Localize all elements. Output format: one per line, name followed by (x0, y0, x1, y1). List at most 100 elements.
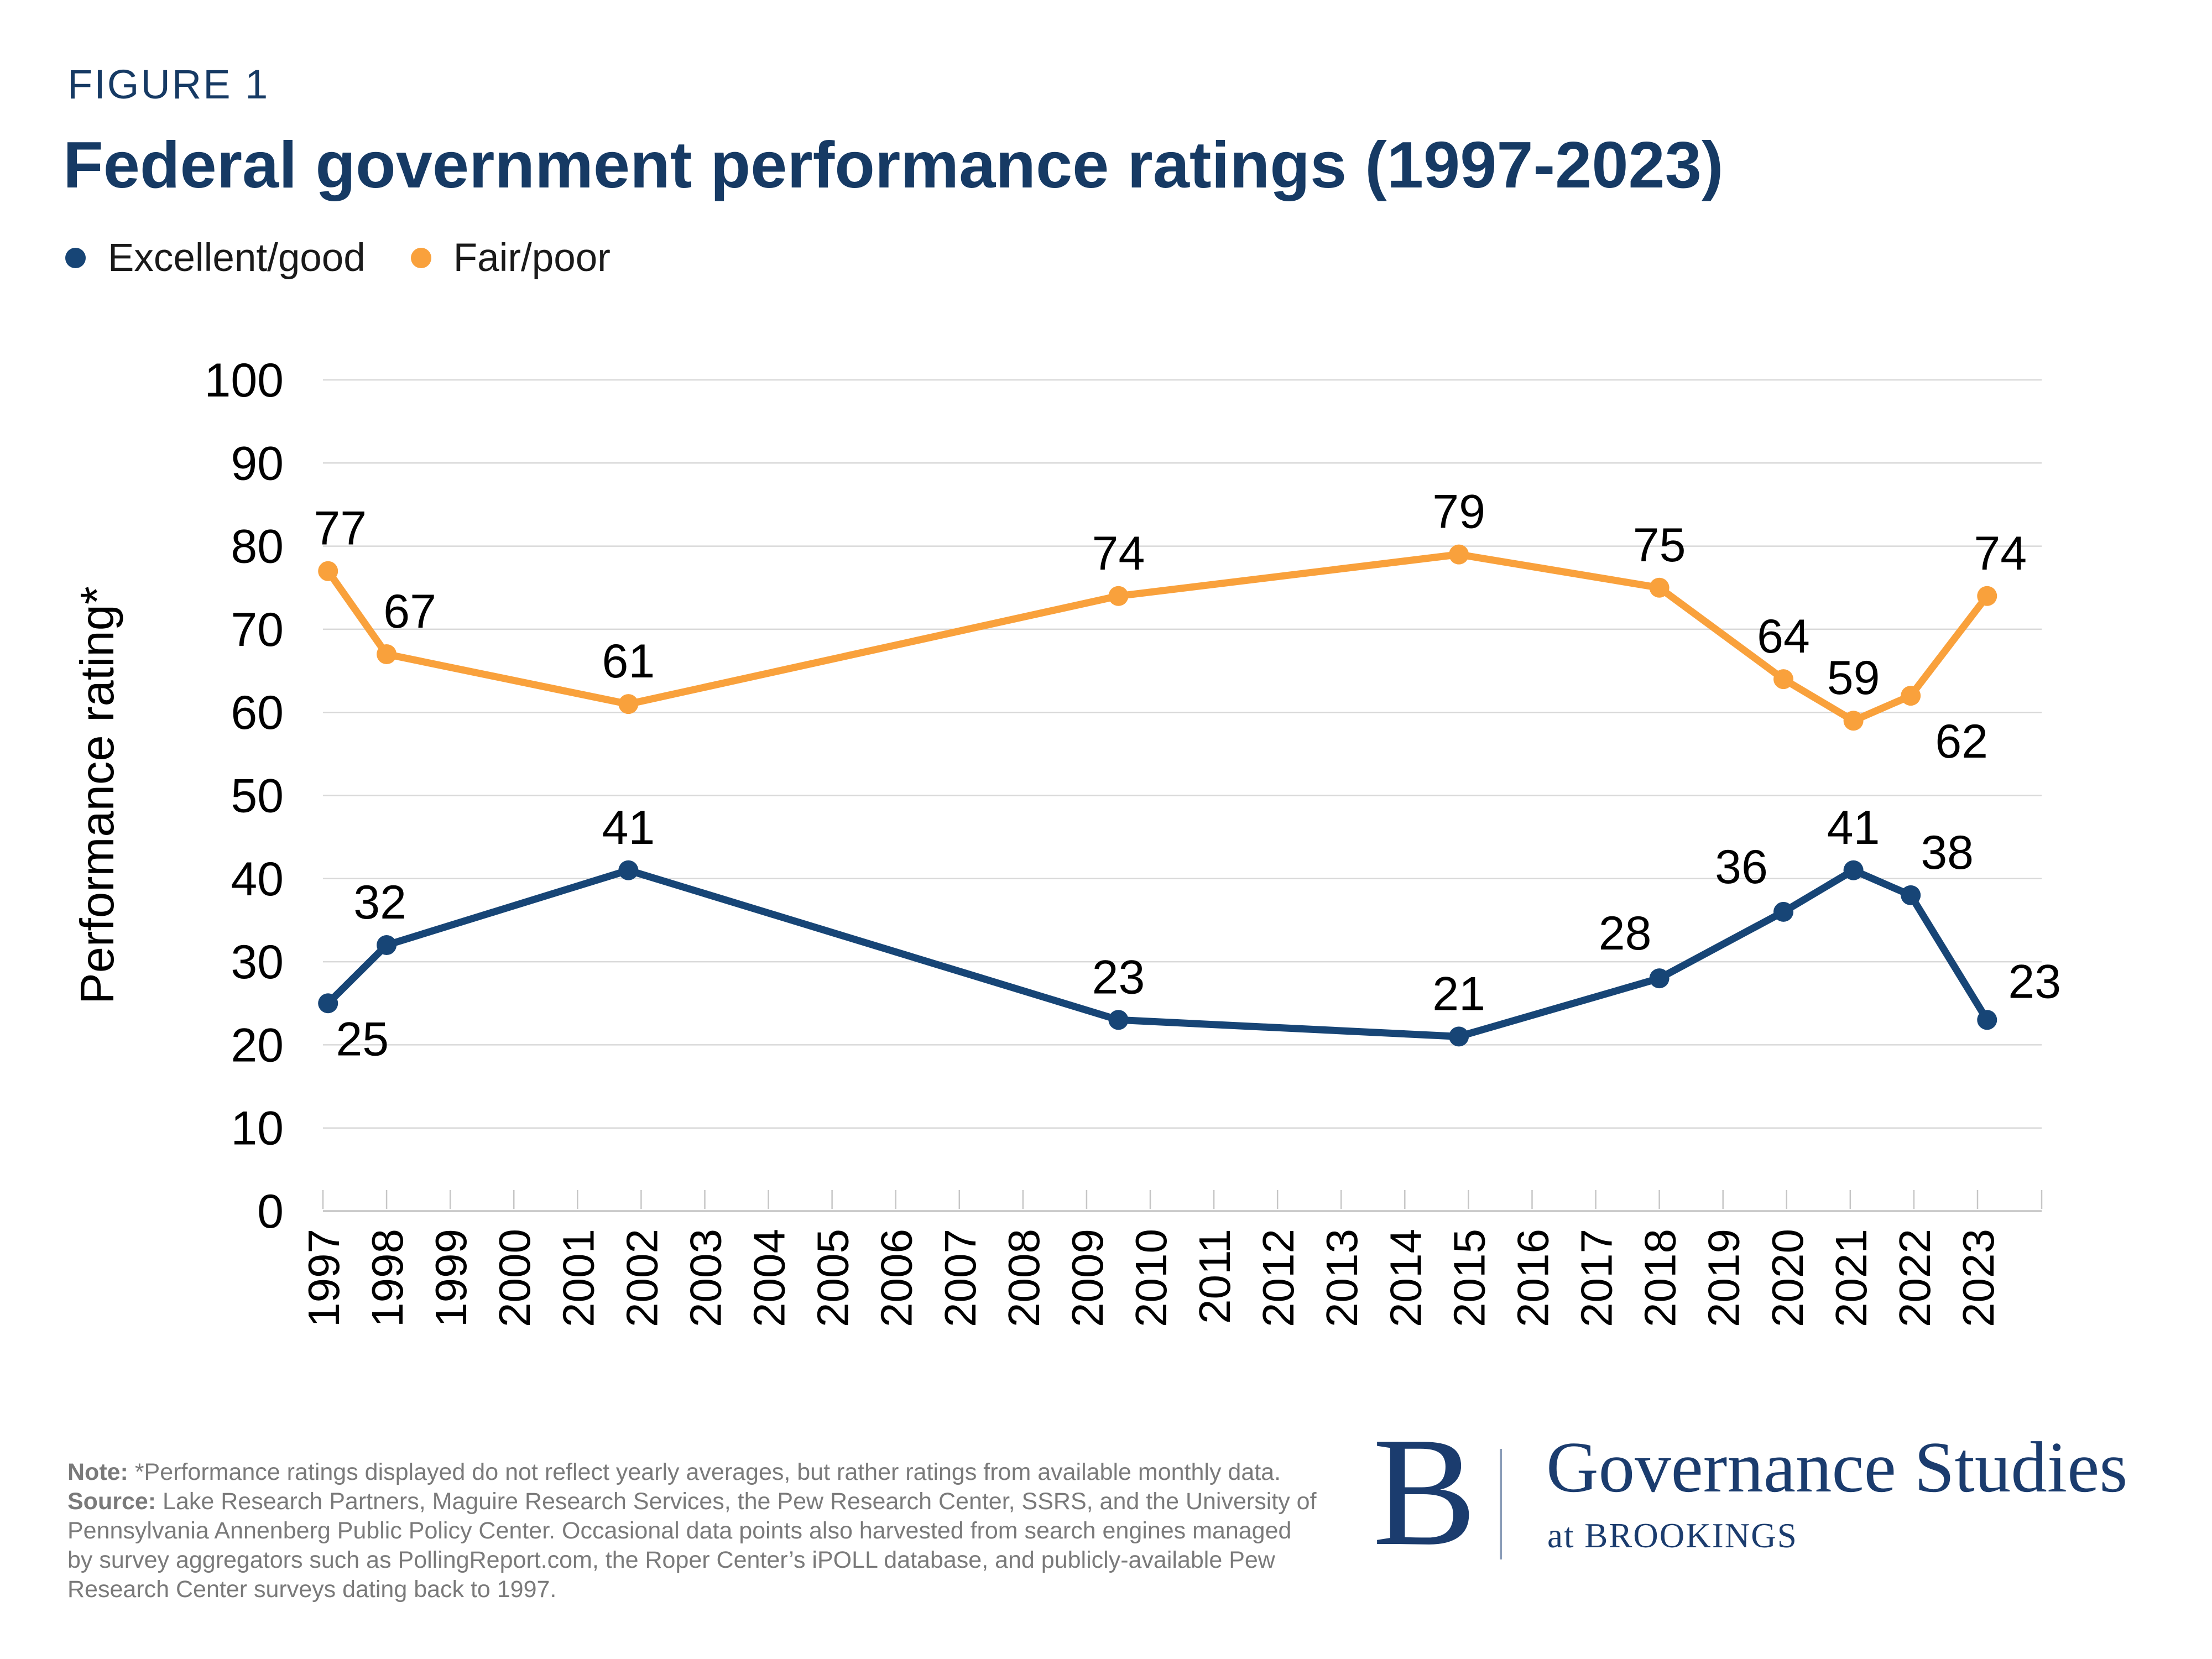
x-tick-label: 2021 (1827, 1229, 1876, 1327)
series-line-excellent-good (324, 867, 1991, 1040)
x-tick-label: 2011 (1190, 1229, 1239, 1324)
data-point-marker (618, 694, 639, 714)
y-tick-label: 50 (231, 770, 284, 823)
note-line: Note: *Performance ratings displayed do … (67, 1458, 1317, 1487)
data-point-label: 79 (1432, 486, 1485, 539)
data-point-marker (1649, 968, 1670, 989)
y-tick-label: 40 (231, 853, 284, 906)
data-point-marker (1649, 577, 1670, 598)
legend-dot-icon (65, 248, 86, 268)
data-point-label: 36 (1715, 841, 1768, 894)
y-tick-label: 20 (231, 1019, 284, 1072)
y-tick-label: 30 (231, 936, 284, 989)
figure-label: FIGURE 1 (67, 61, 270, 107)
note-text: Research Center surveys dating back to 1… (67, 1576, 557, 1603)
legend-label: Fair/poor (453, 236, 611, 280)
note-line: by survey aggregators such as PollingRep… (67, 1546, 1317, 1575)
data-point-marker (1977, 586, 1997, 606)
data-point-marker (1901, 686, 1921, 706)
legend-dot-icon (410, 248, 431, 268)
x-tick-label: 2003 (681, 1229, 730, 1327)
data-point-marker (1773, 901, 1794, 922)
chart-legend: Excellent/good Fair/poor (65, 236, 611, 280)
data-point-label: 32 (353, 876, 406, 929)
data-point-label: 75 (1633, 519, 1686, 572)
y-tick-label: 10 (231, 1102, 284, 1155)
source-label: Source: (67, 1488, 156, 1515)
legend-item-fair-poor: Fair/poor (410, 236, 611, 280)
data-point-label: 74 (1974, 527, 2027, 580)
legend-label: Excellent/good (108, 236, 366, 280)
y-tick-label: 90 (231, 437, 284, 490)
x-tick-label: 2019 (1699, 1229, 1749, 1327)
data-point-label: 74 (1092, 527, 1145, 580)
x-tick-label: 2006 (872, 1229, 921, 1327)
x-tick-label: 2016 (1508, 1229, 1557, 1327)
x-tick-label: 2004 (745, 1229, 794, 1327)
x-tick-label: 2018 (1636, 1229, 1685, 1327)
note-text: Pennsylvania Annenberg Public Policy Cen… (67, 1517, 1292, 1544)
data-point-marker (1449, 544, 1469, 565)
data-point-label: 64 (1757, 610, 1810, 663)
data-point-marker (618, 860, 639, 880)
y-tick-label: 80 (231, 520, 284, 573)
data-point-label: 28 (1599, 907, 1652, 960)
data-point-marker (377, 644, 397, 664)
data-point-marker (1843, 711, 1864, 731)
page-title: Federal government performance ratings (… (63, 128, 1724, 202)
x-tick-label: 1997 (299, 1229, 348, 1327)
x-tick-label: 2017 (1572, 1229, 1621, 1327)
data-point-label: 67 (383, 585, 436, 638)
data-point-label: 21 (1432, 967, 1485, 1020)
brookings-monogram-icon: B (1373, 1405, 1477, 1578)
data-point-marker (1977, 1010, 1997, 1030)
x-tick-label: 2013 (1317, 1229, 1366, 1327)
data-point-label: 41 (1827, 801, 1880, 854)
y-tick-label: 70 (231, 603, 284, 656)
note-line: Research Center surveys dating back to 1… (67, 1575, 1317, 1604)
data-point-marker (1108, 586, 1129, 606)
note-line: Pennsylvania Annenberg Public Policy Cen… (67, 1516, 1317, 1546)
logo-org-subtitle: at BROOKINGS (1547, 1516, 1798, 1555)
data-point-marker (377, 935, 397, 956)
x-tick-label: 1998 (363, 1229, 412, 1327)
data-point-marker (1843, 860, 1864, 880)
data-point-label: 23 (1092, 951, 1145, 1004)
data-point-label: 61 (602, 635, 655, 688)
x-tick-label: 2000 (490, 1229, 539, 1327)
x-tick-label: 2008 (999, 1229, 1048, 1327)
note-label: Note: (67, 1459, 128, 1485)
y-tick-label: 0 (257, 1185, 284, 1238)
data-point-marker (1901, 885, 1921, 905)
data-point-label: 25 (336, 1013, 389, 1066)
data-point-marker (318, 561, 338, 581)
series-line-fair-poor (324, 551, 1991, 724)
y-tick-label: 60 (231, 686, 284, 739)
x-tick-label: 2001 (554, 1229, 603, 1327)
x-tick-label: 2015 (1444, 1229, 1494, 1327)
x-tick-label: 2012 (1254, 1229, 1303, 1327)
x-tick-label: 2009 (1063, 1229, 1112, 1327)
x-tick-label: 2007 (936, 1229, 985, 1327)
note-line: Source: Lake Research Partners, Maguire … (67, 1487, 1317, 1516)
y-axis-title: Performance rating* (71, 586, 124, 1004)
x-tick-label: 2022 (1890, 1229, 1939, 1327)
legend-item-excellent-good: Excellent/good (65, 236, 366, 280)
x-tick-label: 2002 (617, 1229, 666, 1327)
data-point-marker (1108, 1010, 1129, 1030)
data-point-marker (1449, 1026, 1469, 1047)
x-tick-label: 2020 (1763, 1229, 1812, 1327)
data-point-label: 62 (1935, 715, 1988, 768)
x-tick-label: 2014 (1381, 1229, 1430, 1327)
data-point-label: 23 (2008, 955, 2061, 1008)
logo-org-name: Governance Studies (1546, 1427, 2128, 1507)
data-point-marker (1773, 669, 1794, 690)
x-tick-label: 2023 (1954, 1229, 2003, 1327)
note-text: *Performance ratings displayed do not re… (128, 1459, 1281, 1485)
y-tick-label: 100 (205, 354, 284, 407)
chart-note: Note: *Performance ratings displayed do … (67, 1458, 1317, 1604)
data-point-marker (318, 993, 338, 1014)
x-tick-label: 1999 (426, 1229, 476, 1327)
data-point-label: 77 (314, 502, 367, 555)
